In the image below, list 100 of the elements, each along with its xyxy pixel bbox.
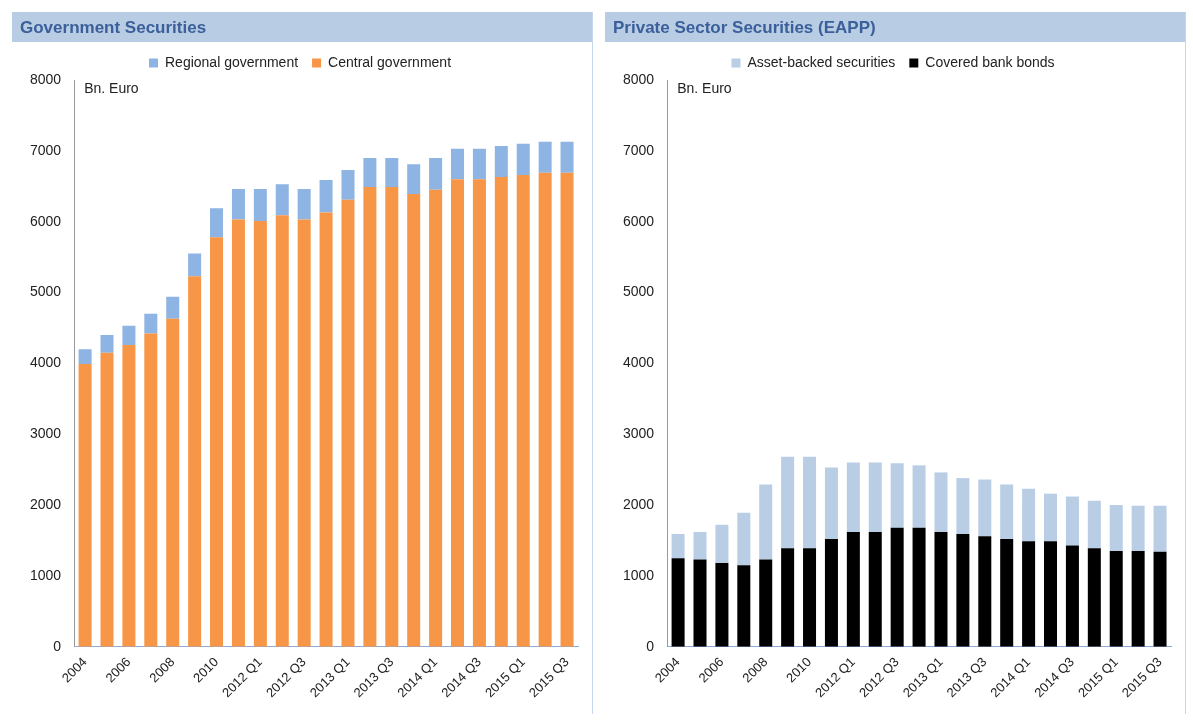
bar: [253, 220, 267, 647]
bar: [1044, 541, 1058, 647]
bar: [166, 296, 180, 319]
bar: [341, 169, 355, 200]
bar: [1000, 484, 1014, 540]
legend-label: Asset-backed securities: [747, 53, 896, 70]
bar: [671, 558, 685, 647]
bar: [1109, 551, 1123, 647]
bar: [188, 276, 202, 647]
y-tick-label: 7000: [622, 141, 655, 158]
bar: [341, 199, 355, 647]
bar: [1087, 548, 1101, 647]
y-tick-label: 2000: [622, 495, 655, 512]
bar: [407, 164, 421, 195]
bar: [803, 456, 817, 549]
bar: [144, 333, 158, 647]
bar: [934, 472, 948, 532]
bar: [1131, 551, 1145, 647]
bar: [363, 186, 377, 647]
bar: [759, 484, 773, 560]
bar: [231, 189, 245, 220]
bar: [319, 212, 333, 647]
bar: [912, 527, 926, 647]
bar: [297, 189, 311, 220]
bar: [671, 534, 685, 559]
bar: [385, 157, 399, 187]
y-tick-label: 3000: [622, 425, 655, 442]
bar: [1022, 488, 1036, 542]
bar: [494, 177, 508, 647]
bar: [100, 335, 114, 353]
chart-title: Private Sector Securities (EAPP): [605, 12, 1185, 42]
y-tick-label: 4000: [622, 354, 655, 371]
bar: [890, 527, 904, 647]
bar: [1153, 551, 1167, 647]
y-tick-label: 4000: [29, 354, 62, 371]
bar: [846, 531, 860, 647]
bar: [494, 145, 508, 178]
bar: [715, 563, 729, 647]
bar: [100, 352, 114, 647]
bar: [451, 179, 465, 647]
bar: [846, 462, 860, 532]
y-tick-label: 8000: [622, 70, 655, 87]
y-axis-title: Bn. Euro: [677, 79, 732, 96]
y-tick-label: 1000: [622, 566, 655, 583]
bar: [737, 565, 751, 647]
bar: [693, 559, 707, 647]
chart-title: Government Securities: [12, 12, 592, 42]
bar: [868, 462, 882, 532]
bar: [429, 189, 443, 647]
bar: [693, 531, 707, 560]
bar: [188, 253, 202, 277]
bar: [363, 157, 377, 187]
bar: [516, 174, 530, 647]
bar: [297, 219, 311, 647]
y-tick-label: 3000: [29, 425, 62, 442]
bar: [1087, 500, 1101, 549]
bar: [407, 194, 421, 647]
bar: [122, 325, 136, 345]
bar: [868, 531, 882, 647]
bar: [275, 215, 289, 647]
y-tick-label: 7000: [29, 141, 62, 158]
y-tick-label: 0: [646, 637, 655, 654]
y-tick-label: 0: [53, 637, 62, 654]
bar: [385, 186, 399, 647]
legend-label: Central government: [328, 53, 452, 70]
bar: [210, 208, 224, 238]
bar: [231, 219, 245, 647]
bar: [824, 467, 838, 540]
bar: [1065, 545, 1079, 647]
y-tick-label: 5000: [622, 283, 655, 300]
y-tick-label: 5000: [29, 283, 62, 300]
bar: [1044, 493, 1058, 542]
bar: [538, 172, 552, 647]
bar: [210, 237, 224, 647]
y-axis-title: Bn. Euro: [84, 79, 139, 96]
bar: [451, 148, 465, 180]
bar: [429, 157, 443, 190]
bar: [275, 184, 289, 216]
bar: [890, 463, 904, 528]
bar: [78, 349, 92, 365]
bar: [824, 539, 838, 647]
bar: [912, 465, 926, 528]
bar: [1109, 505, 1123, 552]
y-tick-label: 1000: [29, 566, 62, 583]
bar: [803, 548, 817, 647]
bar: [956, 478, 970, 535]
y-tick-label: 2000: [29, 495, 62, 512]
bar: [781, 548, 795, 647]
bar: [560, 141, 574, 173]
bar: [781, 456, 795, 549]
legend-label: Covered bank bonds: [925, 53, 1055, 70]
bar: [978, 479, 992, 537]
bar: [934, 531, 948, 647]
bar: [538, 141, 552, 173]
bar: [978, 536, 992, 647]
bar: [560, 172, 574, 647]
bar: [1000, 539, 1014, 647]
bar: [956, 534, 970, 647]
y-tick-label: 6000: [622, 212, 655, 229]
bar: [715, 524, 729, 564]
